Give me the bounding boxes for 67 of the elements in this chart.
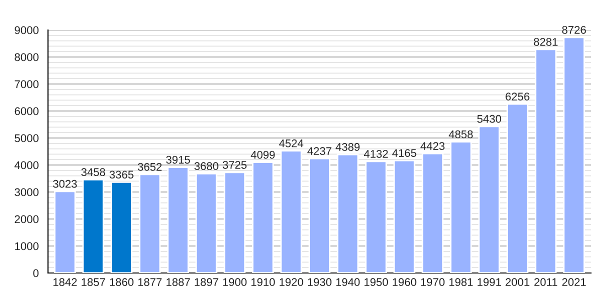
y-tick-label: 4000 — [14, 161, 39, 170]
x-tick-label: 1860 — [110, 278, 134, 286]
x-tick-label: 1900 — [223, 278, 247, 286]
x-tick-label: 1857 — [82, 278, 106, 286]
bar — [82, 178, 104, 273]
data-label: 3365 — [110, 170, 134, 179]
data-label: 3652 — [138, 162, 162, 171]
data-label: 3725 — [222, 160, 247, 169]
x-tick-label: 1910 — [251, 278, 275, 286]
data-label: 4389 — [336, 143, 360, 151]
y-tick-label: 7000 — [14, 80, 39, 88]
bar — [280, 150, 302, 273]
y-tick-label: 9000 — [14, 26, 39, 34]
x-tick-label: 2011 — [534, 278, 558, 286]
data-label: 4165 — [392, 149, 416, 157]
x-tick-label: 1920 — [280, 278, 304, 286]
data-label: 4423 — [420, 142, 444, 150]
data-label: 4524 — [279, 139, 304, 148]
data-label: 4099 — [250, 150, 275, 159]
y-tick-label: 5000 — [14, 134, 39, 142]
bar — [365, 160, 387, 273]
x-tick-label: 1897 — [194, 278, 218, 286]
data-label: 3915 — [166, 156, 190, 164]
y-tick-label: 3000 — [14, 188, 39, 196]
data-label: 4858 — [448, 130, 473, 138]
bar — [336, 154, 359, 273]
data-label: 8726 — [562, 26, 586, 34]
data-label: 4237 — [307, 147, 332, 156]
x-tick-label: 1981 — [449, 278, 473, 286]
bar — [506, 103, 528, 273]
data-label: 4132 — [364, 150, 388, 158]
bar — [138, 174, 161, 273]
data-label: 3680 — [194, 162, 218, 170]
y-tick-label: 8000 — [14, 53, 39, 62]
x-tick-label: 2001 — [506, 278, 530, 286]
bar — [478, 126, 500, 273]
y-tick-label: 6000 — [14, 107, 39, 116]
x-tick-label: 1960 — [392, 278, 416, 286]
x-tick-label: 1887 — [166, 278, 190, 286]
bar — [110, 181, 132, 273]
y-tick-label: 1000 — [15, 242, 39, 250]
bar — [308, 158, 330, 273]
data-label: 8281 — [534, 38, 558, 46]
x-tick-label: 1940 — [336, 278, 360, 286]
x-tick-label: 1842 — [53, 278, 77, 286]
bar — [54, 190, 76, 273]
bar — [393, 160, 416, 273]
x-tick-label: 1930 — [308, 278, 332, 286]
data-label: 6256 — [506, 92, 530, 101]
bar — [450, 141, 472, 273]
bar — [252, 162, 274, 273]
x-tick-label: 1877 — [138, 278, 162, 286]
x-tick-label: 1970 — [421, 278, 445, 286]
bar — [534, 48, 557, 273]
bar — [563, 36, 585, 273]
bar — [224, 172, 246, 273]
data-label: 3458 — [81, 168, 106, 176]
x-tick-label: 2021 — [562, 278, 586, 286]
bar — [196, 172, 218, 273]
bar — [422, 152, 444, 273]
bar — [167, 166, 189, 273]
y-tick-label: 2000 — [14, 215, 39, 224]
data-label: 3023 — [53, 180, 77, 188]
x-tick-label: 1950 — [364, 278, 388, 286]
x-tick-label: 1991 — [478, 278, 502, 286]
data-label: 5430 — [477, 114, 502, 123]
y-tick-label: 0 — [33, 269, 39, 278]
